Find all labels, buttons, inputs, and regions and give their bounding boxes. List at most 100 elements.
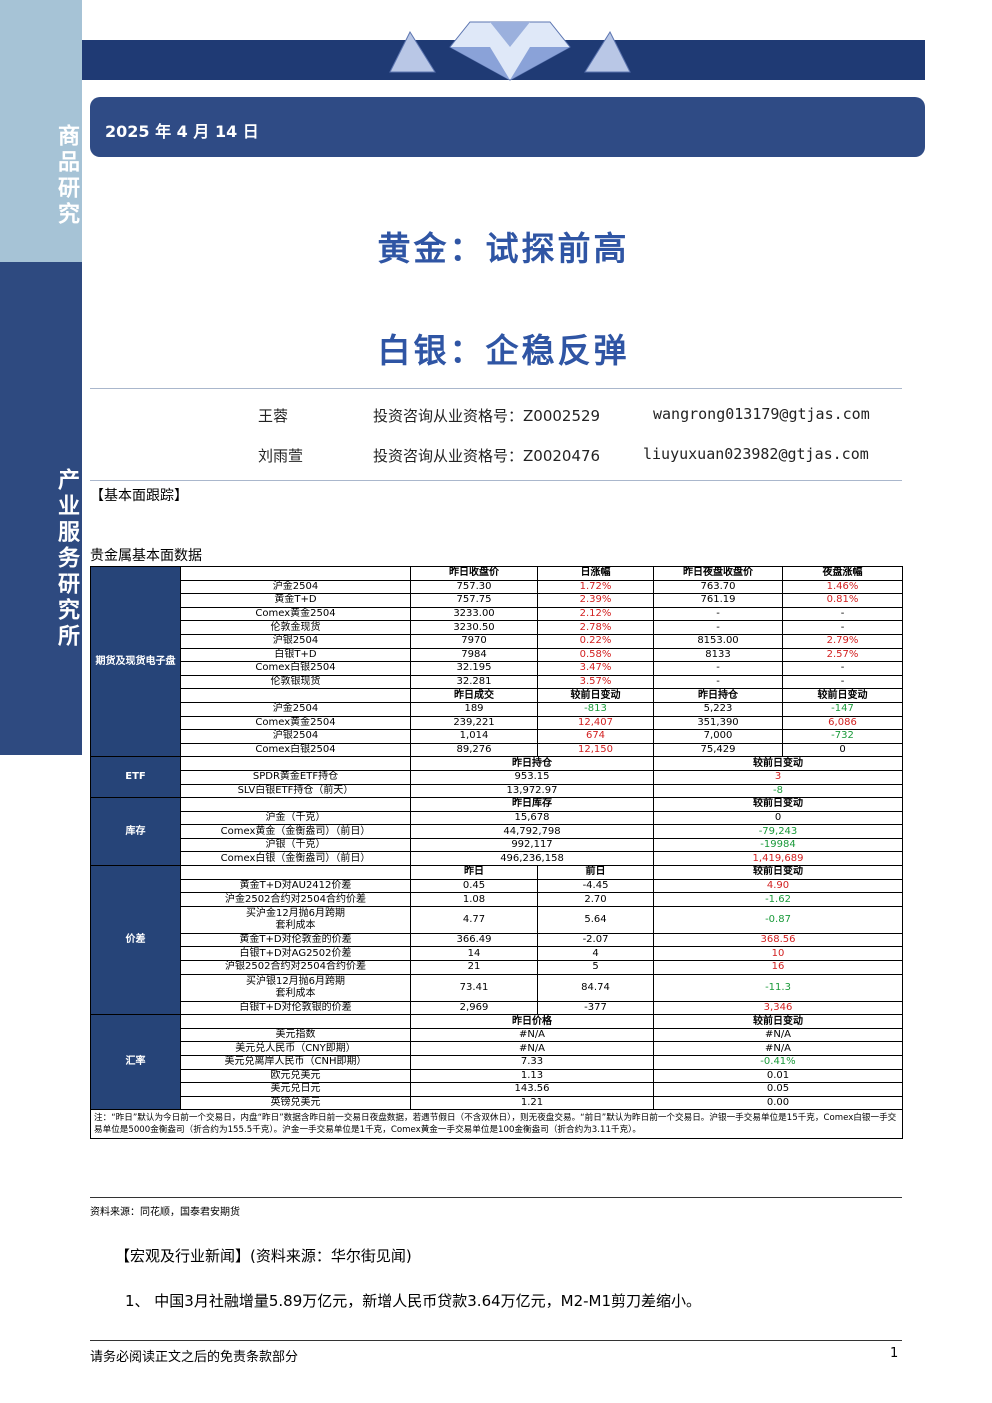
cell: 3,346 <box>653 1000 903 1016</box>
cell: 0 <box>782 742 903 758</box>
data-row: 白银T+D对AG2502价差 14 4 10 <box>91 946 903 962</box>
group-label: 库存 <box>90 797 181 867</box>
cell: 3233.00 <box>410 606 538 622</box>
header-cell: 昨日 <box>410 865 538 880</box>
cell: -377 <box>537 1000 654 1016</box>
cell: 5.64 <box>537 905 654 934</box>
cell: 674 <box>537 729 654 744</box>
cell: 0.58% <box>537 647 654 663</box>
footer-disclaimer: 请务必阅读正文之后的免责条款部分 <box>90 1350 299 1365</box>
cell: -1.62 <box>653 892 903 907</box>
cell: 8133 <box>653 647 783 663</box>
header-blank <box>180 688 411 703</box>
cell: 368.56 <box>653 932 903 948</box>
header-blank <box>180 865 411 880</box>
data-row: Comex白银2504 32.195 3.47% - - <box>91 661 903 676</box>
cell: - <box>653 661 783 676</box>
row-label: 美元指数 <box>180 1027 411 1043</box>
cell: 2.39% <box>537 593 654 608</box>
cell: -2.07 <box>537 932 654 948</box>
logo <box>389 21 631 81</box>
row-label: 沪金（千克） <box>180 810 411 826</box>
group-label: 汇率 <box>90 1014 181 1111</box>
row-label: Comex白银（金衡盎司）（前日） <box>180 851 411 867</box>
data-row: 美元指数 #N/A #N/A <box>91 1027 903 1043</box>
cell: #N/A <box>410 1041 654 1056</box>
cell: 763.70 <box>653 579 783 595</box>
data-row: 美元兑日元 143.56 0.05 <box>91 1082 903 1097</box>
data-table: 期货及现货电子盘 昨日收盘价 日涨幅 昨日夜盘收盘价 夜盘涨幅 沪金2504 757.30 1… <box>90 565 903 1140</box>
cell: 2,969 <box>410 1000 538 1016</box>
cell: 73.41 <box>410 973 538 1002</box>
cell: 75,429 <box>653 742 783 758</box>
cell: 7,000 <box>653 729 783 744</box>
cell: -8 <box>653 783 903 799</box>
cell: 7.33 <box>410 1055 654 1070</box>
cell: 1,014 <box>410 729 538 744</box>
row-label: Comex黄金（金衡盎司）（前日） <box>180 824 411 839</box>
cell: 0.81% <box>782 593 903 608</box>
cell: 5 <box>537 960 654 975</box>
header-cell: 较前日变动 <box>782 688 903 703</box>
divider <box>90 1197 902 1198</box>
data-row: 白银T+D对伦敦银的价差 2,969 -377 3,346 <box>91 1000 903 1016</box>
header-row: 期货及现货电子盘 昨日收盘价 日涨幅 昨日夜盘收盘价 夜盘涨幅 <box>90 565 903 758</box>
cell: 496,236,158 <box>410 851 654 867</box>
row-label: Comex白银2504 <box>180 742 411 758</box>
cell: - <box>653 674 783 690</box>
section-label: 【基本面跟踪】 <box>90 488 188 504</box>
data-row: 买沪银12月抛6月跨期 套利成本 73.41 84.74 -11.3 <box>91 973 903 1002</box>
header-cell: 较前日变动 <box>653 756 903 771</box>
cell: -19984 <box>653 837 903 853</box>
row-label: 买沪银12月抛6月跨期 套利成本 <box>180 973 411 1002</box>
cell: 7984 <box>410 647 538 663</box>
row-label: SLV白银ETF持仓（前天） <box>180 783 411 799</box>
cell: -0.87 <box>653 905 903 934</box>
sidebar-bottom: 产业服务研究所 <box>0 262 82 755</box>
author-name: 刘雨萱 <box>258 447 304 465</box>
cell: 89,276 <box>410 742 538 758</box>
cell: 14 <box>410 946 538 962</box>
cell: 761.19 <box>653 593 783 608</box>
cell: 0.45 <box>410 878 538 894</box>
author-license: 投资咨询从业资格号：Z0002529 <box>373 407 601 425</box>
row-label: 沪金2504 <box>180 579 411 595</box>
row-label: 沪银（千克） <box>180 837 411 853</box>
cell: 366.49 <box>410 932 538 948</box>
data-row: 沪银（千克） 992,117 -19984 <box>91 837 903 853</box>
header-cell: 昨日持仓 <box>653 688 783 703</box>
data-row: 黄金T+D对AU2412价差 0.45 -4.45 4.90 <box>91 878 903 894</box>
divider <box>90 1340 902 1341</box>
header-cell: 前日 <box>537 865 654 880</box>
author-email: wangrong013179@gtjas.com <box>653 405 870 423</box>
data-row: Comex黄金2504 3233.00 2.12% - - <box>91 606 903 622</box>
cell: 44,792,798 <box>410 824 654 839</box>
cell: 15,678 <box>410 810 654 826</box>
header-blank <box>180 1014 411 1029</box>
cell: 1.08 <box>410 892 538 907</box>
cell: - <box>782 606 903 622</box>
cell: 8153.00 <box>653 633 783 649</box>
title: 白银：企稳反弹 <box>377 331 630 370</box>
row-label: 黄金T+D对AU2412价差 <box>180 878 411 894</box>
data-row: 沪银2504 1,014 674 7,000 -732 <box>91 729 903 744</box>
cell: 992,117 <box>410 837 654 853</box>
header-row: 昨日成交 较前日变动 昨日持仓 较前日变动 <box>91 688 903 703</box>
author-email: liuyuxuan023982@gtjas.com <box>643 445 869 463</box>
row-label: 伦敦银现货 <box>180 674 411 690</box>
data-row: Comex白银2504 89,276 12,150 75,429 0 <box>91 742 903 758</box>
news-heading: 【宏观及行业新闻】(资料来源：华尔街见闻) <box>115 1247 412 1265</box>
cell: 2.79% <box>782 633 903 649</box>
cell: 1.13 <box>410 1068 654 1084</box>
author-license: 投资咨询从业资格号：Z0020476 <box>373 447 601 465</box>
title: 黄金：试探前高 <box>377 229 630 268</box>
page-number: 1 <box>890 1346 899 1361</box>
cell: -4.45 <box>537 878 654 894</box>
row-label: SPDR黄金ETF持仓 <box>180 769 411 785</box>
date-box: 2025 年 4 月 14 日 <box>90 97 925 157</box>
row-label: 白银T+D <box>180 647 411 663</box>
cell: 3230.50 <box>410 620 538 635</box>
row-label: 买沪金12月抛6月跨期 套利成本 <box>180 905 411 934</box>
cell: - <box>782 674 903 690</box>
row-label: 沪银2502合约对2504合约价差 <box>180 960 411 975</box>
